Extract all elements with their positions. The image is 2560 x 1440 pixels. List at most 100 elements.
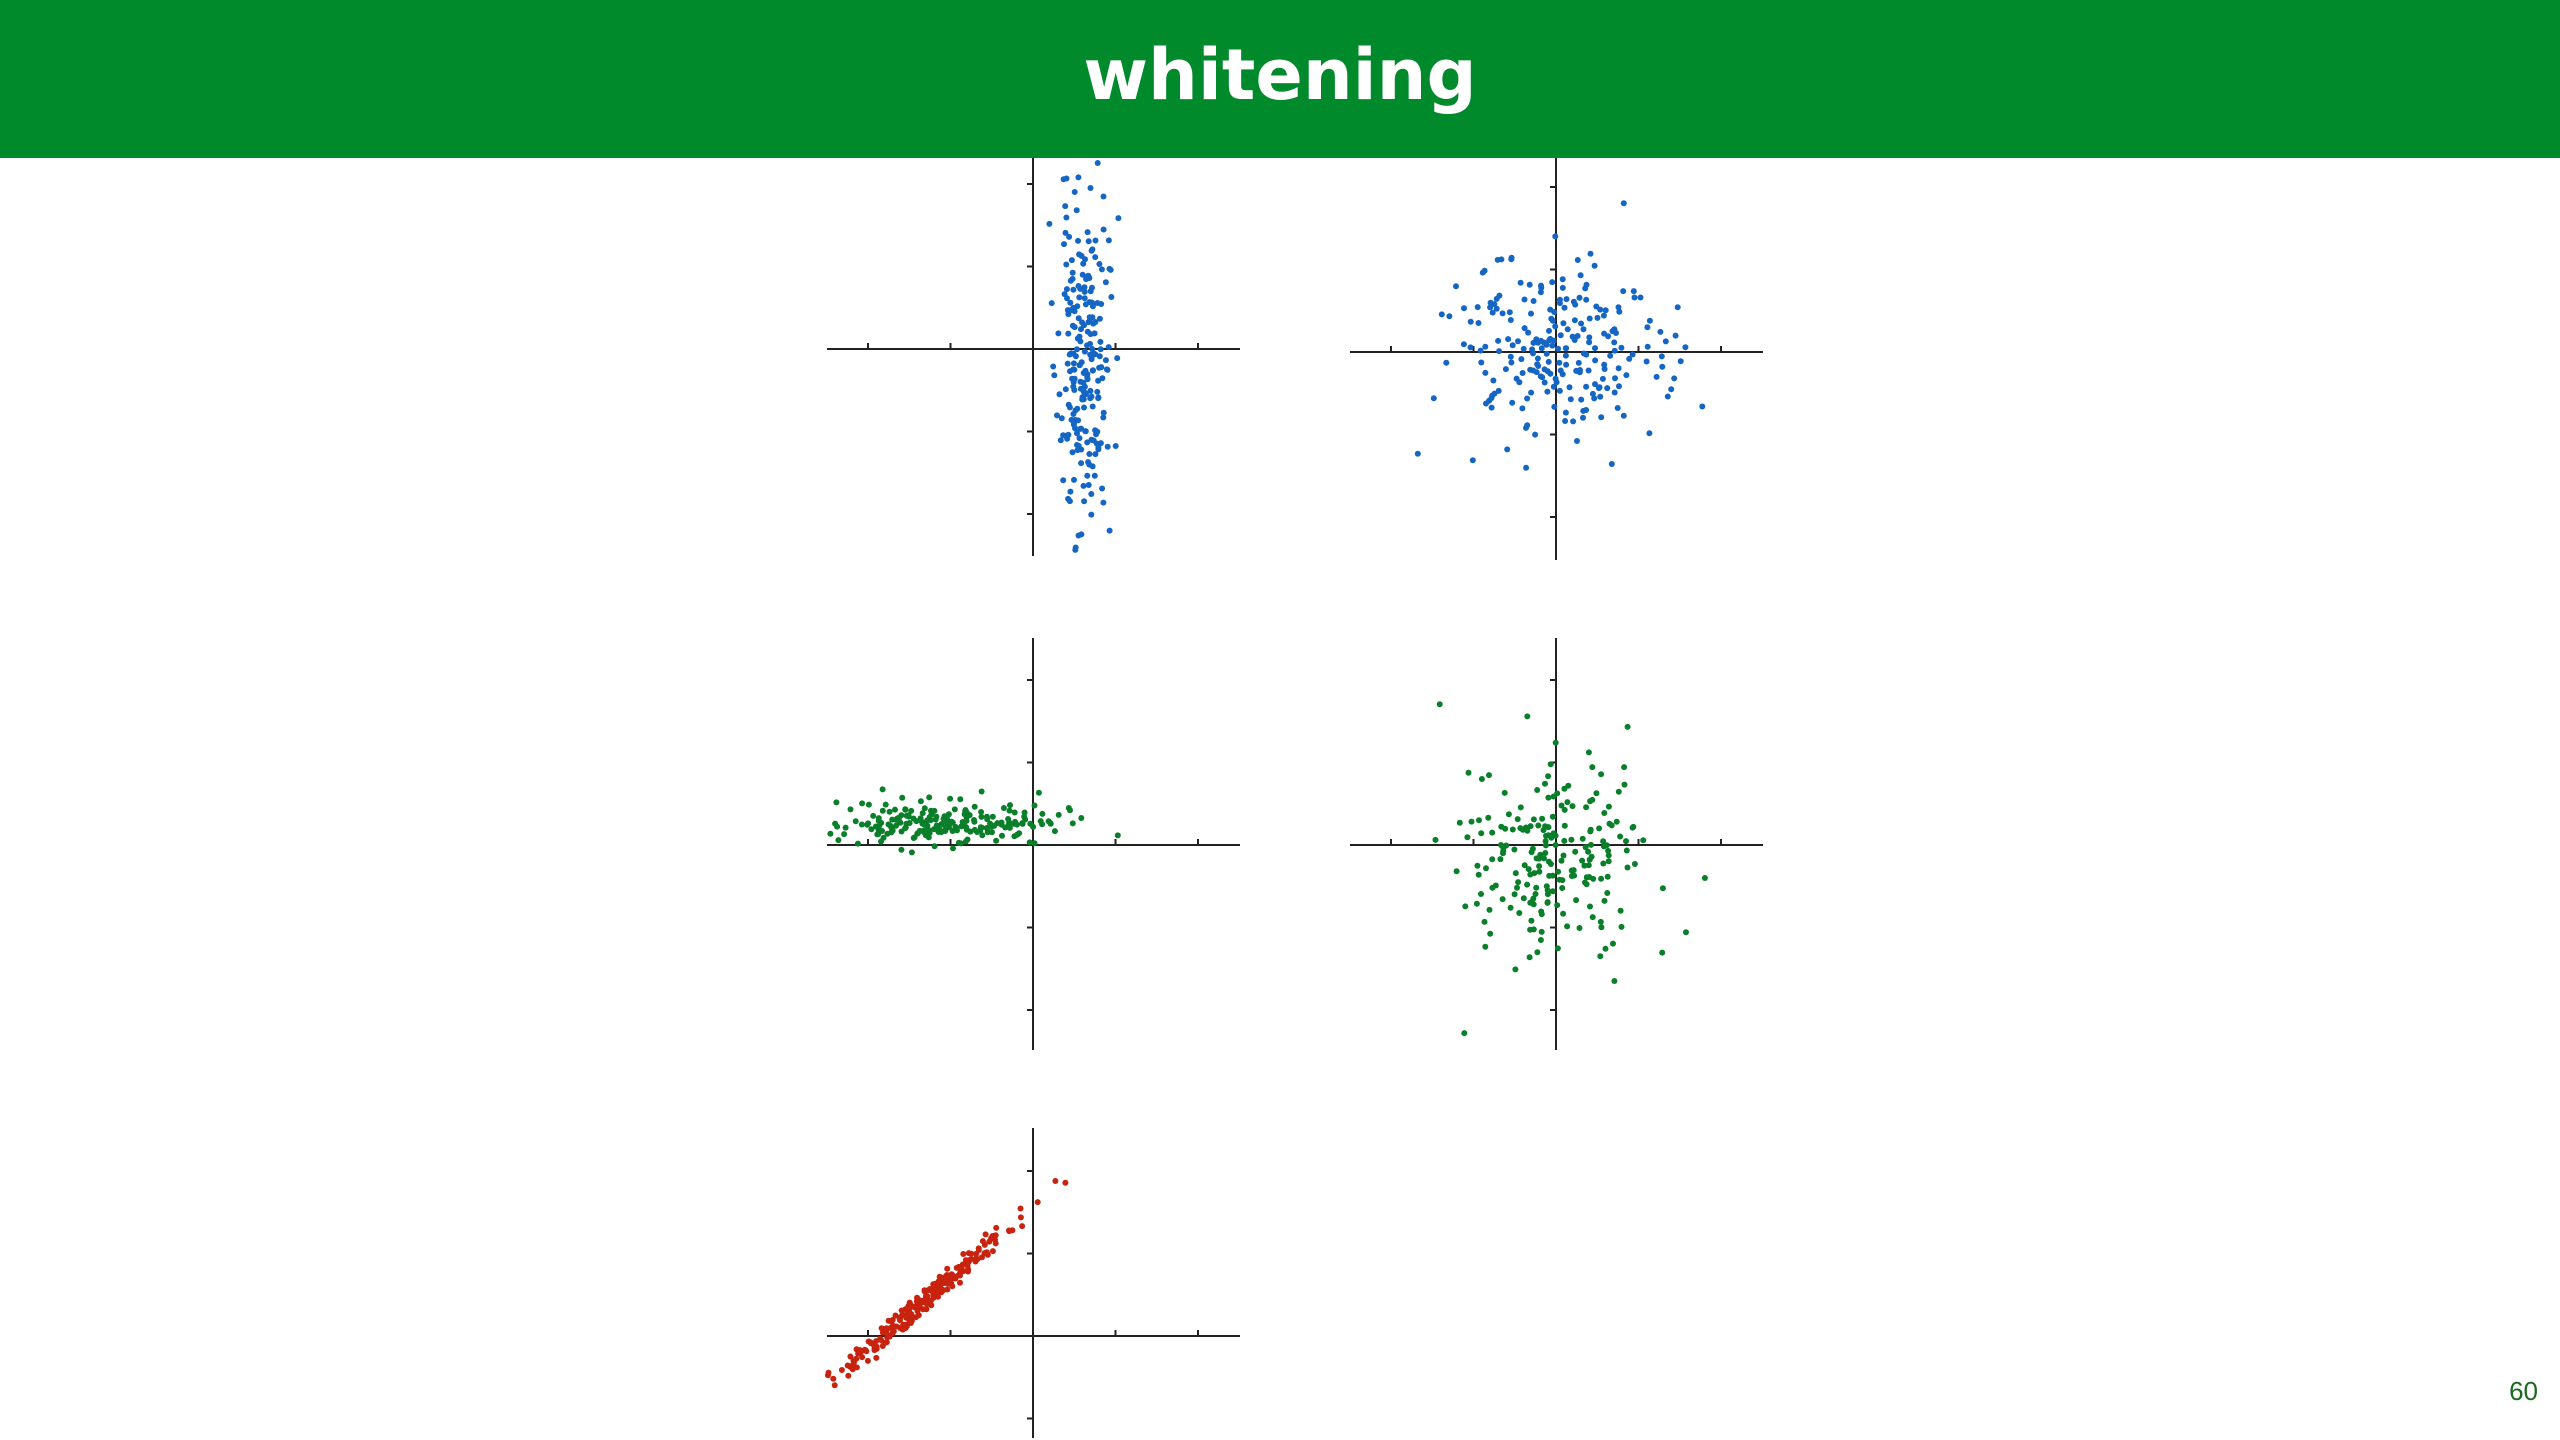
data-point xyxy=(1079,271,1086,278)
data-point xyxy=(1031,802,1038,809)
data-point xyxy=(1094,160,1101,166)
data-point xyxy=(1589,796,1596,803)
data-point xyxy=(1080,396,1087,403)
data-point xyxy=(1081,348,1088,355)
data-point xyxy=(957,796,964,803)
data-point xyxy=(1662,338,1669,345)
data-point xyxy=(1588,841,1594,848)
data-point xyxy=(1631,861,1638,867)
data-point xyxy=(1591,262,1598,269)
data-point xyxy=(1100,499,1107,506)
data-point xyxy=(849,1366,856,1373)
data-point xyxy=(1489,309,1496,316)
data-point xyxy=(1414,450,1421,457)
data-point xyxy=(1107,266,1114,273)
data-point xyxy=(1605,803,1612,810)
data-point xyxy=(1560,852,1567,859)
data-point xyxy=(1578,396,1585,403)
data-point xyxy=(958,1265,965,1272)
data-point xyxy=(1071,387,1078,393)
data-point xyxy=(1514,816,1521,823)
data-point xyxy=(1097,338,1104,345)
data-point xyxy=(1105,237,1112,244)
data-point xyxy=(1006,807,1013,814)
data-point xyxy=(1061,241,1067,248)
data-point xyxy=(854,840,861,847)
data-point xyxy=(1513,375,1520,382)
data-point xyxy=(1525,866,1532,873)
data-point xyxy=(847,806,854,813)
data-point xyxy=(1542,842,1549,849)
data-point xyxy=(893,822,899,829)
data-point xyxy=(1521,325,1528,332)
data-point xyxy=(1477,347,1484,354)
data-point xyxy=(1555,868,1562,875)
data-point xyxy=(1493,305,1500,312)
data-point xyxy=(1487,299,1494,306)
data-point xyxy=(1607,352,1614,359)
data-point xyxy=(1677,358,1684,365)
data-point xyxy=(1031,840,1038,847)
data-point xyxy=(1548,315,1555,322)
data-point xyxy=(1563,296,1570,303)
data-point xyxy=(859,800,866,807)
data-point xyxy=(888,829,895,836)
data-point xyxy=(862,1347,869,1354)
data-point xyxy=(1081,498,1088,505)
data-point xyxy=(879,807,886,814)
data-point xyxy=(1559,284,1566,291)
data-point xyxy=(914,1308,921,1315)
data-point xyxy=(838,1367,845,1373)
data-point xyxy=(910,815,917,822)
data-point xyxy=(1579,835,1586,842)
data-point xyxy=(1542,780,1548,787)
data-point xyxy=(1534,949,1541,956)
data-point xyxy=(1092,451,1099,458)
data-point xyxy=(1528,310,1534,317)
data-point xyxy=(1052,1178,1059,1184)
data-point xyxy=(1643,358,1650,365)
data-point xyxy=(1068,257,1075,264)
data-point xyxy=(1548,834,1555,841)
data-point xyxy=(1564,326,1571,333)
data-point xyxy=(1530,901,1537,908)
data-point xyxy=(1467,318,1474,325)
data-point xyxy=(1487,304,1494,311)
data-point xyxy=(1592,345,1598,352)
data-point xyxy=(1081,288,1088,295)
data-point xyxy=(1528,917,1535,924)
data-point xyxy=(1486,772,1492,779)
data-point xyxy=(1547,761,1554,768)
data-point xyxy=(1071,375,1078,382)
data-point xyxy=(1574,438,1580,444)
data-point xyxy=(1582,285,1589,292)
data-point xyxy=(1658,353,1665,360)
data-point xyxy=(898,828,905,835)
data-point xyxy=(1521,296,1528,303)
data-point xyxy=(1533,884,1540,891)
data-point xyxy=(920,1299,927,1306)
data-point xyxy=(921,1287,928,1294)
data-point xyxy=(1562,409,1569,416)
data-point xyxy=(1076,251,1083,258)
data-point xyxy=(938,821,945,828)
data-point xyxy=(940,1287,947,1294)
data-point xyxy=(1664,393,1671,400)
data-point xyxy=(1583,804,1590,811)
data-point xyxy=(1489,829,1496,836)
data-point xyxy=(1552,233,1559,240)
data-point xyxy=(910,1303,917,1310)
data-point xyxy=(1075,237,1081,244)
data-point xyxy=(1525,329,1532,336)
data-point xyxy=(898,1307,905,1314)
data-point xyxy=(1587,250,1594,257)
data-point xyxy=(1613,818,1620,825)
data-point xyxy=(1503,842,1510,849)
data-point xyxy=(1543,350,1550,357)
data-point xyxy=(845,1372,852,1379)
data-point xyxy=(1554,790,1561,797)
data-point xyxy=(1089,346,1096,352)
data-point xyxy=(1062,229,1069,236)
data-point xyxy=(1609,328,1616,335)
data-point xyxy=(1071,476,1077,483)
